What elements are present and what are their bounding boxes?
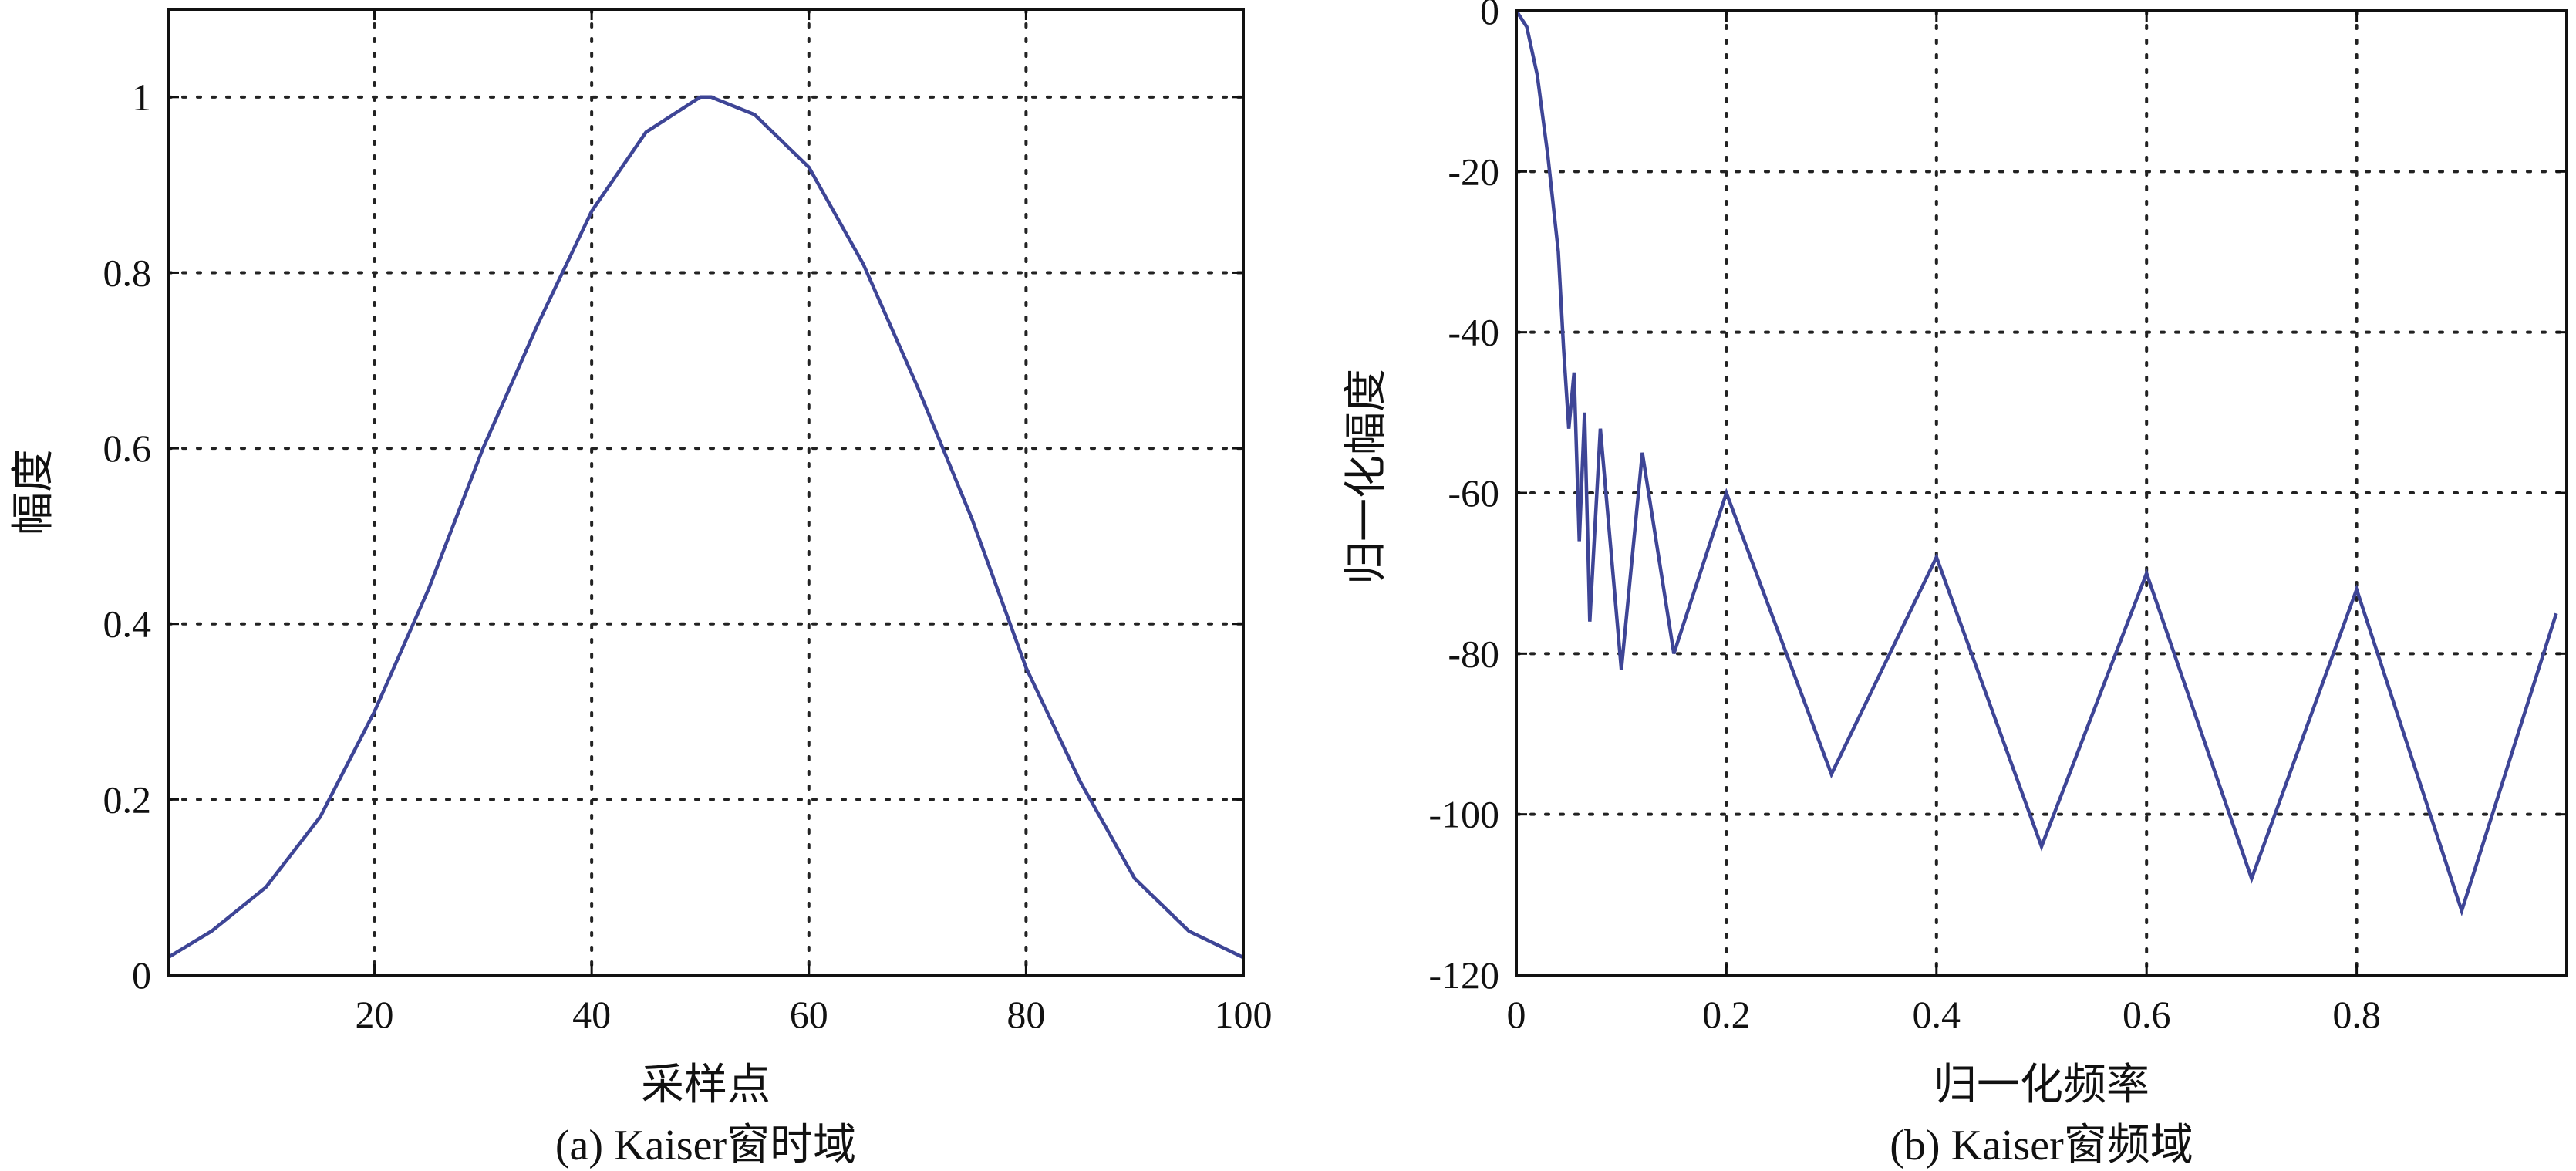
xlabel-a: 采样点 xyxy=(641,1060,770,1110)
caption-a: (a) Kaiser窗时域 xyxy=(555,1122,856,1169)
plot-frame-b xyxy=(1515,9,2568,977)
ticks-a: 20 40 60 80 100 0 0.2 0.4 0.6 0.8 1 xyxy=(103,9,1273,1036)
y-tick-label: -120 xyxy=(1428,953,1499,997)
x-tick-label: 0.8 xyxy=(2332,993,2381,1036)
grid-b xyxy=(1515,9,2568,977)
xlabel-b: 归一化频率 xyxy=(1934,1060,2149,1110)
y-tick-label: 1 xyxy=(132,76,151,119)
y-tick-label: -40 xyxy=(1448,311,1499,354)
x-tick-label: 20 xyxy=(356,993,394,1036)
ticks-b: 0 0.2 0.4 0.6 0.8 0 -20 -40 -60 -80 -100 -120 xyxy=(1428,0,2567,1036)
x-tick-label: 0.6 xyxy=(2123,993,2171,1036)
y-tick-label: 0 xyxy=(1480,0,1499,32)
x-tick-label: 80 xyxy=(1006,993,1045,1036)
ylabel-b: 归一化幅度 xyxy=(1341,369,1391,585)
x-tick-label: 0 xyxy=(1507,993,1526,1036)
chart-panel-a: 20 40 60 80 100 0 0.2 0.4 0.6 0.8 1 采样点 幅度 (a) Kai… xyxy=(8,8,1273,1169)
y-tick-label: 0.6 xyxy=(103,427,152,470)
grid-a xyxy=(167,8,1245,977)
y-tick-label: -20 xyxy=(1448,150,1499,193)
y-tick-label: 0.8 xyxy=(103,251,152,294)
y-tick-label: 0 xyxy=(132,953,151,997)
y-tick-label: 0.4 xyxy=(103,602,152,646)
series-line-a xyxy=(167,95,1244,960)
series-line-b xyxy=(1515,9,2558,917)
caption-b: (b) Kaiser窗频域 xyxy=(1890,1122,2193,1169)
chart-panel-b: 0 0.2 0.4 0.6 0.8 0 -20 -40 -60 -80 -100 -120 归一化频率… xyxy=(1341,0,2568,1169)
x-tick-label: 0.2 xyxy=(1702,993,1751,1036)
ylabel-a: 幅度 xyxy=(8,449,59,535)
y-tick-label: -100 xyxy=(1428,793,1499,836)
y-tick-label: -60 xyxy=(1448,471,1499,515)
x-tick-label: 0.4 xyxy=(1913,993,1961,1036)
x-tick-label: 40 xyxy=(572,993,611,1036)
y-tick-label: 0.2 xyxy=(103,778,152,821)
x-tick-label: 60 xyxy=(790,993,828,1036)
x-tick-label: 100 xyxy=(1215,993,1273,1036)
y-tick-label: -80 xyxy=(1448,632,1499,675)
plot-frame-a xyxy=(167,8,1245,977)
